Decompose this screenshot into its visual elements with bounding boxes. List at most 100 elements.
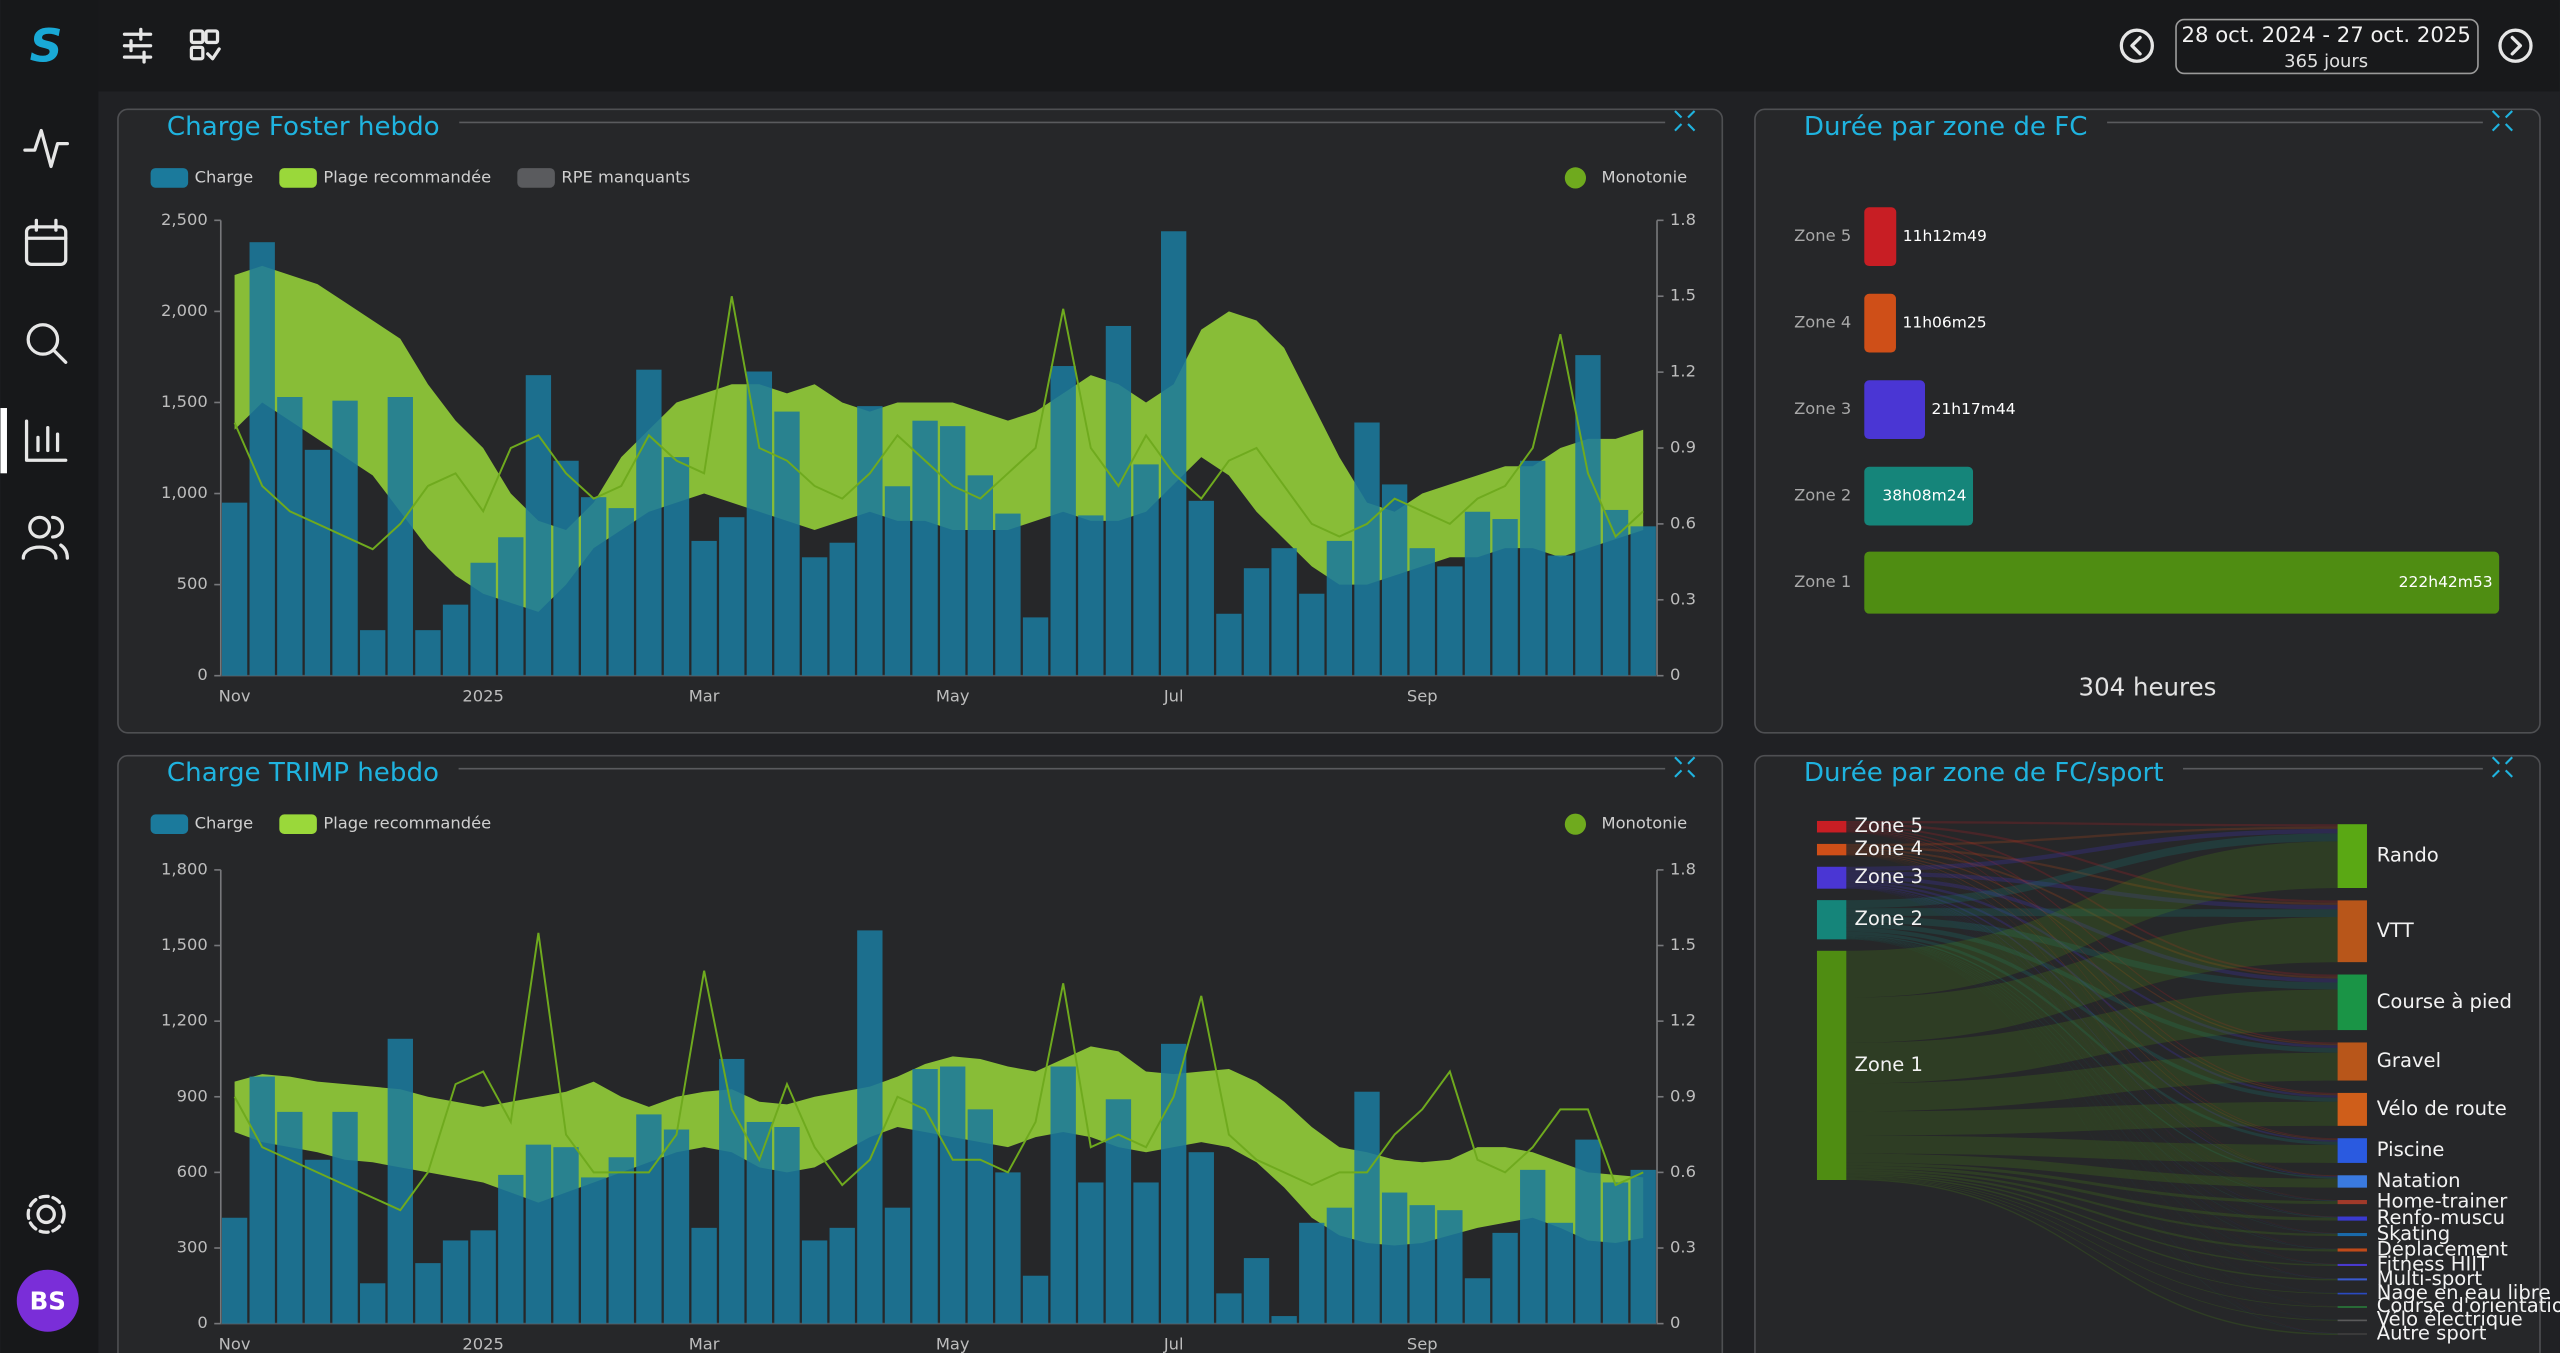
flow [1846, 934, 2338, 1179]
source-label: Zone 4 [1854, 837, 1923, 860]
bar [1188, 500, 1214, 676]
target-node [2337, 900, 2367, 963]
expand-button[interactable] [1674, 110, 1696, 132]
expand-button[interactable] [1674, 756, 1696, 778]
bar [249, 242, 275, 676]
y2-tick-label: 1.2 [1670, 362, 1696, 381]
bar [1381, 1192, 1408, 1324]
flow [1846, 831, 2338, 1201]
target-label: Natation [2377, 1169, 2461, 1192]
expand-arrow [2491, 756, 2500, 765]
next-period[interactable] [2498, 28, 2533, 63]
avatar[interactable] [16, 1269, 79, 1332]
flow [1846, 888, 2338, 1320]
flow [1846, 855, 2338, 1334]
flow [1846, 937, 2338, 1234]
bar [442, 604, 469, 676]
source-node [1816, 900, 1847, 940]
target-node [2337, 824, 2367, 889]
search-icon[interactable] [26, 323, 68, 364]
flow [1846, 915, 2338, 990]
flow [1846, 853, 2338, 1141]
target-node [2337, 1232, 2367, 1237]
bar [1437, 566, 1463, 676]
expand-arrow [1674, 110, 1683, 119]
expand-arrow [2491, 123, 2500, 132]
bar [249, 1076, 275, 1324]
bar [304, 449, 331, 676]
target-label: Skating [2377, 1222, 2450, 1245]
flow [1846, 1101, 2338, 1136]
flow [1846, 833, 2338, 909]
legend-swatch [517, 168, 555, 188]
legend-swatch [279, 168, 317, 188]
source-node [1816, 843, 1847, 856]
target-node [2337, 1216, 2367, 1221]
bar [1133, 1182, 1159, 1324]
bar [1492, 519, 1518, 676]
flow [1846, 831, 2338, 1234]
users-icon[interactable] [21, 515, 69, 560]
legend-swatch [150, 814, 189, 834]
flow [1846, 879, 2338, 1048]
zone-value: 222h42m53 [2399, 573, 2493, 591]
bar [1188, 1152, 1214, 1324]
target-label: Vélo de route [2377, 1097, 2507, 1120]
bar [525, 375, 552, 676]
bar [470, 1230, 496, 1324]
bar [525, 1144, 552, 1324]
flow [1846, 888, 2338, 1293]
stats-icon[interactable] [24, 419, 68, 462]
activity-icon[interactable] [23, 128, 69, 169]
x-tick-label: Sep [1407, 1334, 1438, 1353]
calendar-icon[interactable] [24, 218, 68, 267]
x-tick-label: Sep [1407, 686, 1438, 705]
target-label: Gravel [2377, 1049, 2441, 1072]
source-label: Zone 2 [1854, 907, 1923, 930]
bar [636, 369, 662, 676]
bar [1050, 1066, 1076, 1324]
y2-tick-label: 1.5 [1670, 286, 1696, 305]
bar [498, 1174, 524, 1324]
target-node [2337, 1092, 2367, 1126]
flow [1846, 937, 2338, 1250]
bar [691, 540, 717, 676]
settings-icon[interactable] [26, 1194, 66, 1234]
bar [442, 1240, 469, 1324]
y-tick-label: 0 [197, 665, 207, 684]
bar [1575, 355, 1601, 676]
bar [415, 1263, 441, 1324]
flow [1846, 887, 2338, 1249]
flow [1846, 908, 2338, 917]
monotony-line [233, 296, 1644, 551]
bar [1160, 1043, 1187, 1324]
bar [774, 1127, 800, 1324]
logo[interactable]: S [30, 19, 63, 72]
flow [1846, 831, 2338, 1176]
expand-button[interactable] [2491, 756, 2513, 778]
bar [553, 1147, 579, 1324]
layout-icon[interactable] [189, 29, 221, 61]
bar [967, 475, 993, 676]
flow [1846, 1178, 2338, 1336]
bar [608, 508, 634, 676]
flow [1846, 938, 2338, 1307]
target-node [2337, 1200, 2367, 1205]
expand-button[interactable] [2491, 110, 2513, 132]
bar [1078, 515, 1104, 676]
prev-period[interactable] [2119, 28, 2154, 63]
date-range-box[interactable] [2175, 18, 2479, 75]
flow [1846, 939, 2338, 1334]
filters-icon[interactable] [122, 27, 153, 64]
bar [608, 1157, 634, 1324]
source-label: Zone 1 [1854, 1053, 1923, 1076]
zone-value: 11h12m49 [1903, 227, 1987, 245]
target-node [2337, 1332, 2367, 1336]
bar [1520, 1169, 1546, 1324]
flow [1846, 848, 2338, 979]
bar [691, 1227, 717, 1324]
zone-value: 11h06m25 [1902, 314, 1986, 332]
source-label: Zone 5 [1854, 814, 1923, 837]
flow [1846, 854, 2338, 1249]
y-tick-label: 1,200 [161, 1011, 208, 1030]
